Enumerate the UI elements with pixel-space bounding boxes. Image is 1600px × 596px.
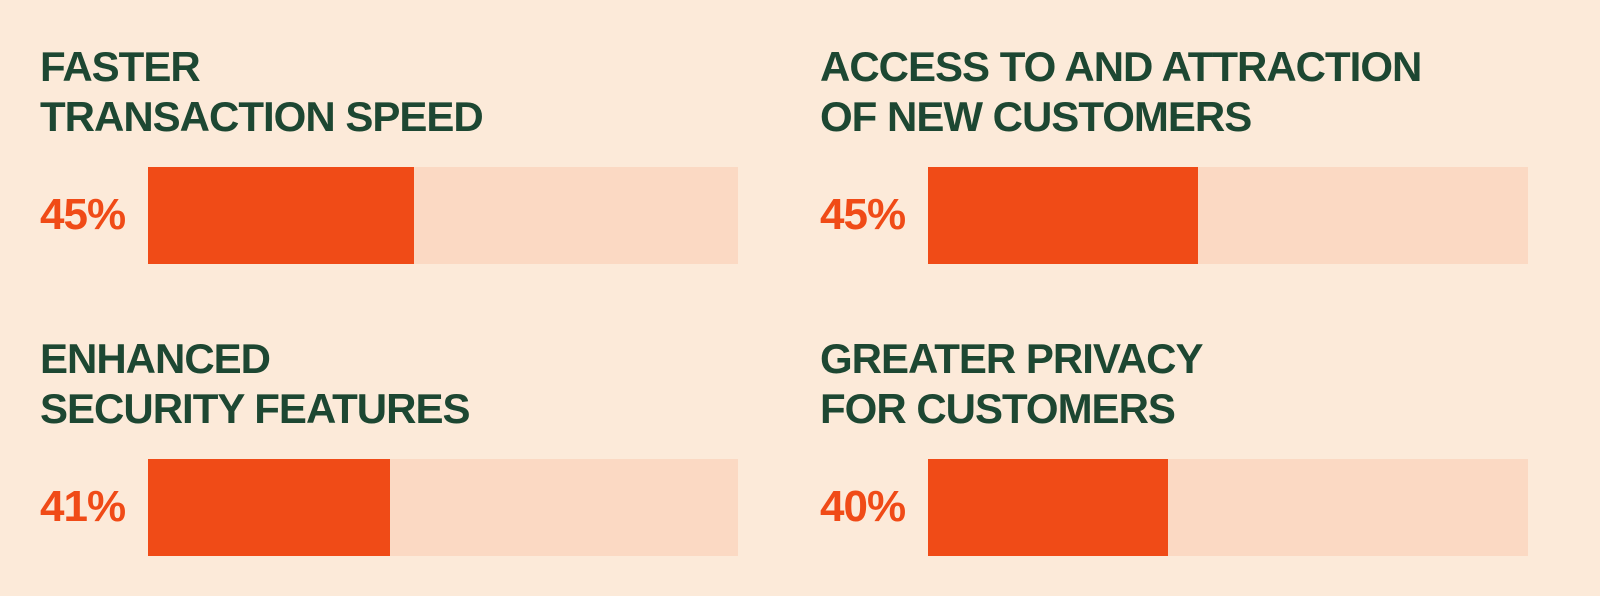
bar-track (148, 166, 738, 264)
bar-value-label: 40% (820, 482, 906, 532)
bar-title-line: TRANSACTION SPEED (40, 93, 484, 141)
bar-track (928, 458, 1528, 556)
bar-panel-greater-privacy: GREATER PRIVACY FOR CUSTOMERS 40% (820, 334, 1528, 556)
bar-fill (928, 166, 1198, 264)
bar-title-line: ACCESS TO AND ATTRACTION (820, 43, 1422, 90)
bar-row: 45% (40, 166, 738, 264)
bar-title-line: SECURITY FEATURES (40, 385, 471, 433)
bar-title-line: FASTER (40, 43, 201, 90)
bar-fill (928, 458, 1168, 556)
bar-value-label: 45% (820, 190, 906, 240)
bar-title: GREATER PRIVACY FOR CUSTOMERS (820, 334, 1528, 435)
bar-row: 41% (40, 458, 738, 556)
bar-title: ACCESS TO AND ATTRACTION OF NEW CUSTOMER… (820, 42, 1528, 143)
bar-panel-access-new-customers: ACCESS TO AND ATTRACTION OF NEW CUSTOMER… (820, 42, 1528, 264)
bar-title: FASTER TRANSACTION SPEED (40, 42, 738, 143)
bar-title: ENHANCED SECURITY FEATURES (40, 334, 738, 435)
bar-fill (148, 458, 390, 556)
bar-fill (148, 166, 414, 264)
bar-track (928, 166, 1528, 264)
bar-title-line: OF NEW CUSTOMERS (820, 93, 1252, 141)
bar-value-label: 45% (40, 190, 126, 240)
bar-panel-enhanced-security-features: ENHANCED SECURITY FEATURES 41% (40, 334, 738, 556)
bar-chart-grid: FASTER TRANSACTION SPEED 45% ACCESS TO A… (40, 42, 1528, 556)
bar-row: 45% (820, 166, 1528, 264)
bar-row: 40% (820, 458, 1528, 556)
bar-value-label: 41% (40, 482, 126, 532)
bar-panel-faster-transaction-speed: FASTER TRANSACTION SPEED 45% (40, 42, 738, 264)
bar-title-line: GREATER PRIVACY (820, 334, 1203, 382)
bar-track (148, 458, 738, 556)
bar-title-line: ENHANCED (40, 334, 271, 382)
bar-title-line: FOR CUSTOMERS (820, 385, 1176, 433)
